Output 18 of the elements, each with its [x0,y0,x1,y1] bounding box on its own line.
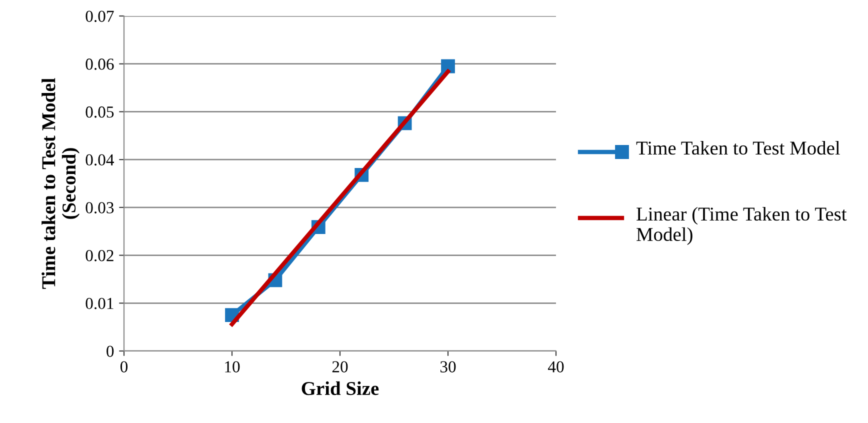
y-tick-label: 0.02 [86,250,114,262]
point [441,59,455,74]
y-tick-label: 0.04 [86,154,114,166]
y-tick-label: 0.01 [86,298,114,310]
legend-label: Linear (Time Taken to Test Model) [636,207,847,245]
x-tick-label: 20 [332,361,348,372]
x-tick-label: 10 [225,361,240,372]
x-axis-title: Grid Size [302,381,379,396]
x-tick-label: 30 [440,361,456,372]
x-tick-label: 0 [120,361,128,372]
y-axis-title: Time taken to Test Model (Second) [42,78,80,289]
y-tick-label: 0 [106,346,114,357]
y-tick-label: 0.05 [86,106,114,118]
y-tick-label: 0.06 [86,58,114,70]
x-tick-label: 40 [548,361,564,372]
y-tick-label: 0.03 [86,202,114,214]
y-tick-label: 0.07 [86,10,114,22]
legend-label: Time Taken to Test Model [636,141,840,155]
